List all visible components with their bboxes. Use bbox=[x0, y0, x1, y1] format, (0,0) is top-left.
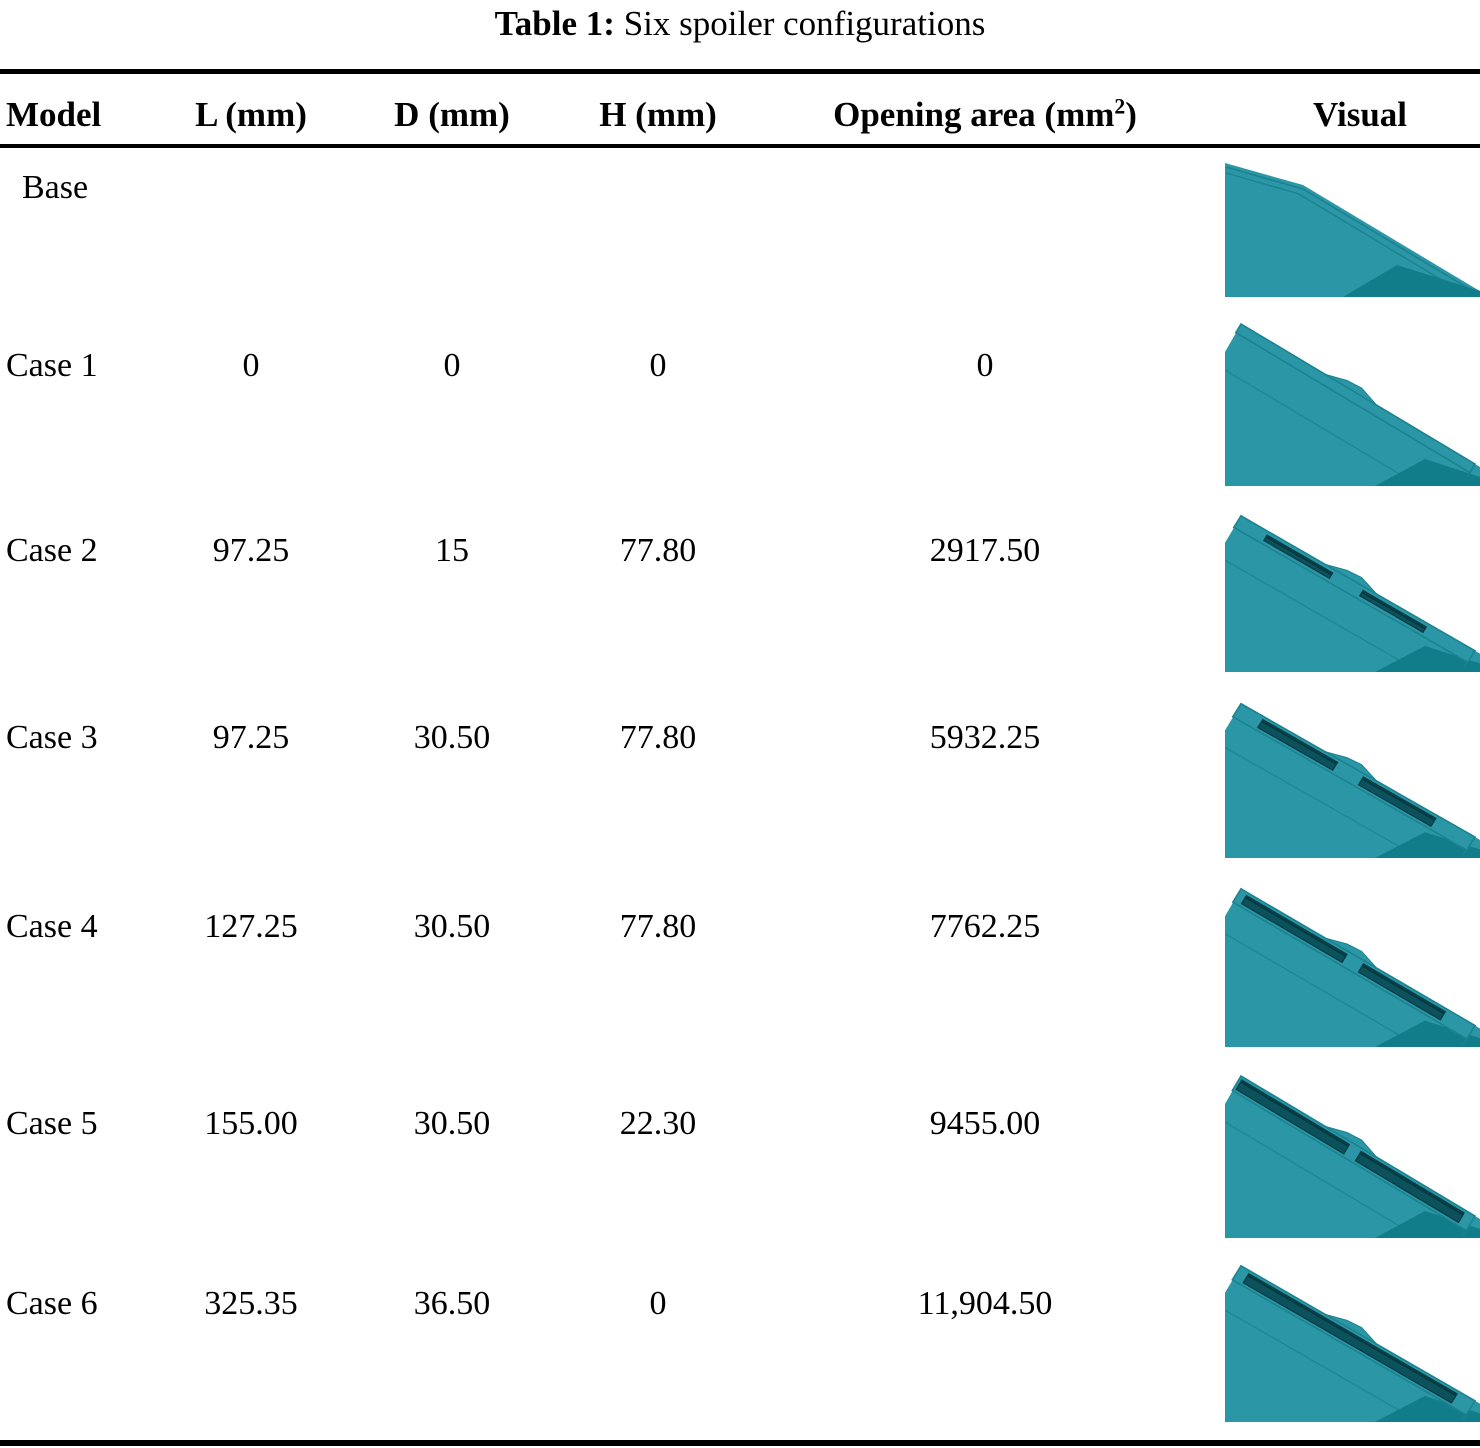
visual-cell-case1 bbox=[1225, 318, 1480, 486]
cell-h-case2: 77.80 bbox=[619, 532, 697, 569]
visual-cell-case2 bbox=[1225, 510, 1480, 672]
spoiler-render-base-image bbox=[1225, 163, 1480, 297]
cell-h-case5: 22.30 bbox=[619, 1105, 697, 1142]
row-label-case6: Case 6 bbox=[6, 1285, 98, 1322]
cell-area-case5: 9455.00 bbox=[929, 1105, 1041, 1142]
column-header-d: D (mm) bbox=[394, 95, 510, 134]
cell-d-case2: 15 bbox=[435, 532, 469, 569]
column-header-h: H (mm) bbox=[599, 95, 717, 134]
cell-d-case3: 30.50 bbox=[413, 719, 491, 756]
visual-cell-case4 bbox=[1225, 883, 1480, 1047]
visual-cell-base bbox=[1225, 163, 1480, 297]
column-header-model: Model bbox=[6, 95, 102, 134]
cell-area-case6: 11,904.50 bbox=[917, 1285, 1053, 1322]
cell-l-case1: 0 bbox=[242, 347, 260, 384]
visual-cell-case5 bbox=[1225, 1070, 1480, 1238]
cell-h-case4: 77.80 bbox=[619, 908, 697, 945]
spoiler-render-case1-image bbox=[1225, 322, 1480, 486]
cell-l-case4: 127.25 bbox=[204, 908, 298, 945]
row-label-case5: Case 5 bbox=[6, 1105, 98, 1142]
cell-l-case5: 155.00 bbox=[204, 1105, 298, 1142]
row-label-base: Base bbox=[22, 169, 89, 206]
cell-area-case4: 7762.25 bbox=[929, 908, 1041, 945]
column-header-visual: Visual bbox=[1312, 95, 1408, 134]
row-label-case3: Case 3 bbox=[6, 719, 98, 756]
spoiler-render-case2-image bbox=[1225, 514, 1480, 672]
squared-superscript: 2 bbox=[1114, 94, 1126, 119]
cell-d-case6: 36.50 bbox=[413, 1285, 491, 1322]
cell-l-case2: 97.25 bbox=[212, 532, 290, 569]
row-label-case1: Case 1 bbox=[6, 347, 98, 384]
cell-l-case3: 97.25 bbox=[212, 719, 290, 756]
cell-h-case6: 0 bbox=[649, 1285, 667, 1322]
cell-d-case1: 0 bbox=[443, 347, 461, 384]
cell-area-case2: 2917.50 bbox=[929, 532, 1041, 569]
table-caption: Table 1: Six spoiler configurations bbox=[0, 2, 1480, 46]
cell-h-case3: 77.80 bbox=[619, 719, 697, 756]
header-bottom-rule bbox=[0, 144, 1480, 148]
column-header-opening-area: Opening area (mm2) bbox=[833, 94, 1137, 134]
column-header-l: L (mm) bbox=[195, 95, 307, 134]
spoiler-render-case3-image bbox=[1225, 702, 1480, 858]
visual-cell-case6 bbox=[1225, 1260, 1480, 1422]
table-bottom-rule bbox=[0, 1440, 1480, 1446]
table-caption-label: Table 1: bbox=[494, 4, 615, 43]
cell-area-case1: 0 bbox=[976, 347, 994, 384]
table-top-rule bbox=[0, 69, 1480, 74]
spoiler-render-case5-image bbox=[1225, 1074, 1480, 1238]
cell-area-case3: 5932.25 bbox=[929, 719, 1041, 756]
row-label-case4: Case 4 bbox=[6, 908, 98, 945]
table-caption-text: Six spoiler configurations bbox=[623, 4, 986, 43]
cell-h-case1: 0 bbox=[649, 347, 667, 384]
cell-l-case6: 325.35 bbox=[204, 1285, 298, 1322]
row-label-case2: Case 2 bbox=[6, 532, 98, 569]
visual-cell-case3 bbox=[1225, 698, 1480, 858]
spoiler-render-case4-image bbox=[1225, 887, 1480, 1047]
cell-d-case4: 30.50 bbox=[413, 908, 491, 945]
cell-d-case5: 30.50 bbox=[413, 1105, 491, 1142]
spoiler-render-case6-image bbox=[1225, 1264, 1480, 1422]
